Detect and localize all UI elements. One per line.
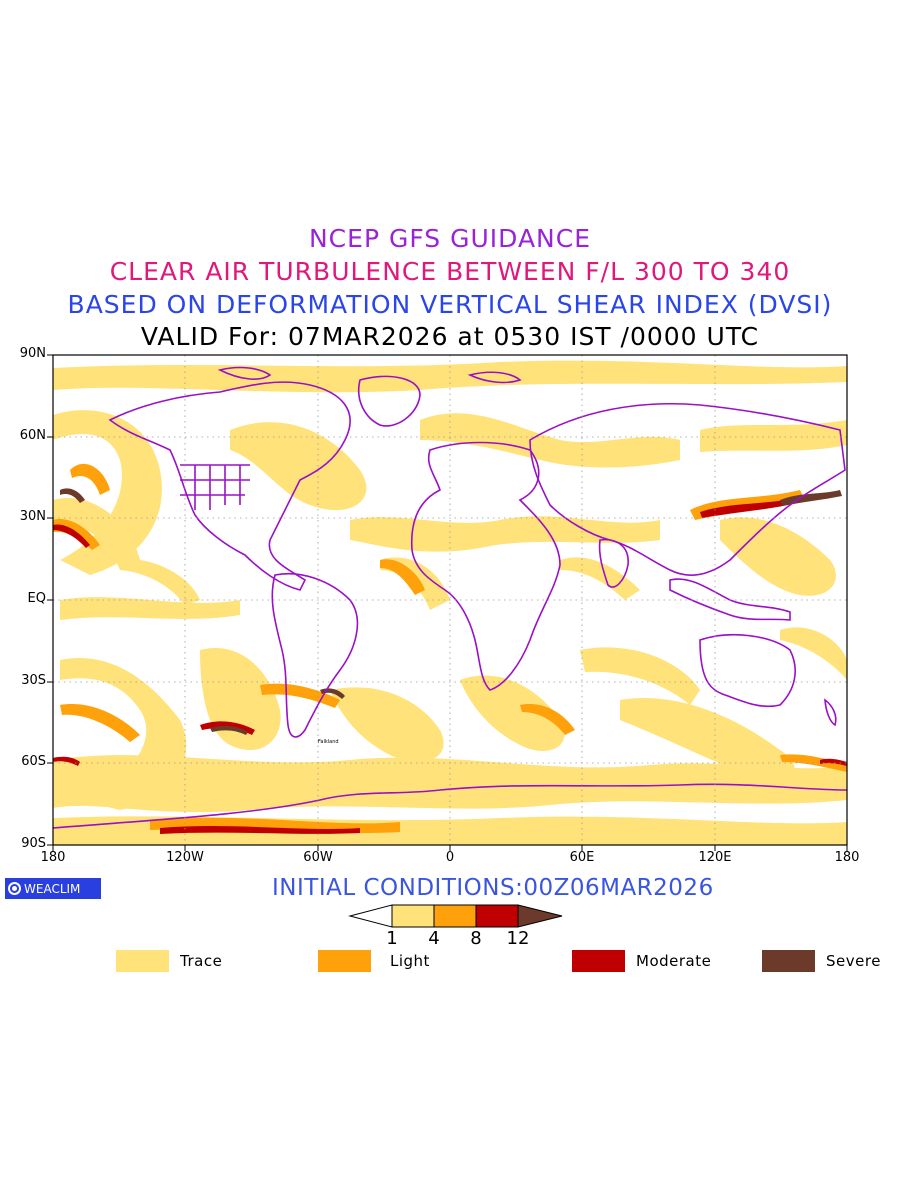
legend-label-moderate: Moderate	[636, 952, 712, 970]
lat-label-90s: 90S	[21, 836, 46, 851]
lon-label-180e: 180	[834, 850, 860, 865]
valid-time: VALID For: 07MAR2026 at 0530 IST /0000 U…	[140, 322, 760, 351]
colorbar	[348, 904, 563, 928]
legend-swatch-light	[318, 950, 371, 972]
lon-label-180w: 180	[40, 850, 66, 865]
map-field: Falkland	[53, 355, 847, 845]
legend-moderate: Moderate	[572, 950, 711, 972]
legend-label-trace: Trace	[180, 952, 223, 970]
trace-areas	[53, 360, 847, 845]
colorbar-tick-12: 12	[506, 928, 530, 949]
legend-severe: Severe	[762, 950, 881, 972]
lat-label-30s: 30S	[21, 673, 46, 688]
colorbar-tick-8: 8	[470, 928, 482, 949]
colorbar-severe-arrow	[517, 904, 563, 928]
legend-label-light: Light	[390, 952, 430, 970]
legend-trace: Trace	[116, 950, 222, 972]
coastlines	[53, 366, 847, 829]
legend-label-severe: Severe	[826, 952, 881, 970]
title-line-2: CLEAR AIR TURBULENCE BETWEEN F/L 300 TO …	[109, 257, 791, 286]
colorbar-moderate	[475, 904, 519, 928]
lat-label-60n: 60N	[19, 428, 46, 443]
lon-label-60e: 60E	[569, 850, 595, 865]
falkland-label: Falkland	[318, 739, 339, 745]
gridlines	[53, 355, 847, 845]
logo-text: WEACLIM	[24, 881, 81, 896]
weaclim-logo: WEACLIM	[5, 878, 101, 899]
legend-swatch-trace	[116, 950, 169, 972]
lon-label-120w: 120W	[166, 850, 204, 865]
initial-conditions: INITIAL CONDITIONS:00Z06MAR2026	[272, 875, 714, 901]
title-line-1: NCEP GFS GUIDANCE	[308, 224, 591, 253]
colorbar-tick-4: 4	[428, 928, 440, 949]
lon-label-120e: 120E	[698, 850, 732, 865]
legend-light: Light	[318, 950, 430, 972]
lat-label-90n: 90N	[19, 346, 46, 361]
logo-ring-icon	[8, 882, 21, 895]
legend-swatch-severe	[762, 950, 815, 972]
legend-swatch-moderate	[572, 950, 625, 972]
lat-label-60s: 60S	[21, 754, 46, 769]
colorbar-tick-1: 1	[386, 928, 398, 949]
colorbar-light	[433, 904, 477, 928]
lat-label-30n: 30N	[19, 509, 46, 524]
title-line-3: BASED ON DEFORMATION VERTICAL SHEAR INDE…	[67, 290, 833, 319]
lon-label-0: 0	[445, 850, 455, 865]
moderate-areas	[53, 498, 847, 834]
lon-label-60w: 60W	[303, 850, 333, 865]
lat-label-eq: EQ	[27, 591, 46, 606]
colorbar-low-arrow	[348, 904, 393, 928]
colorbar-trace	[391, 904, 435, 928]
